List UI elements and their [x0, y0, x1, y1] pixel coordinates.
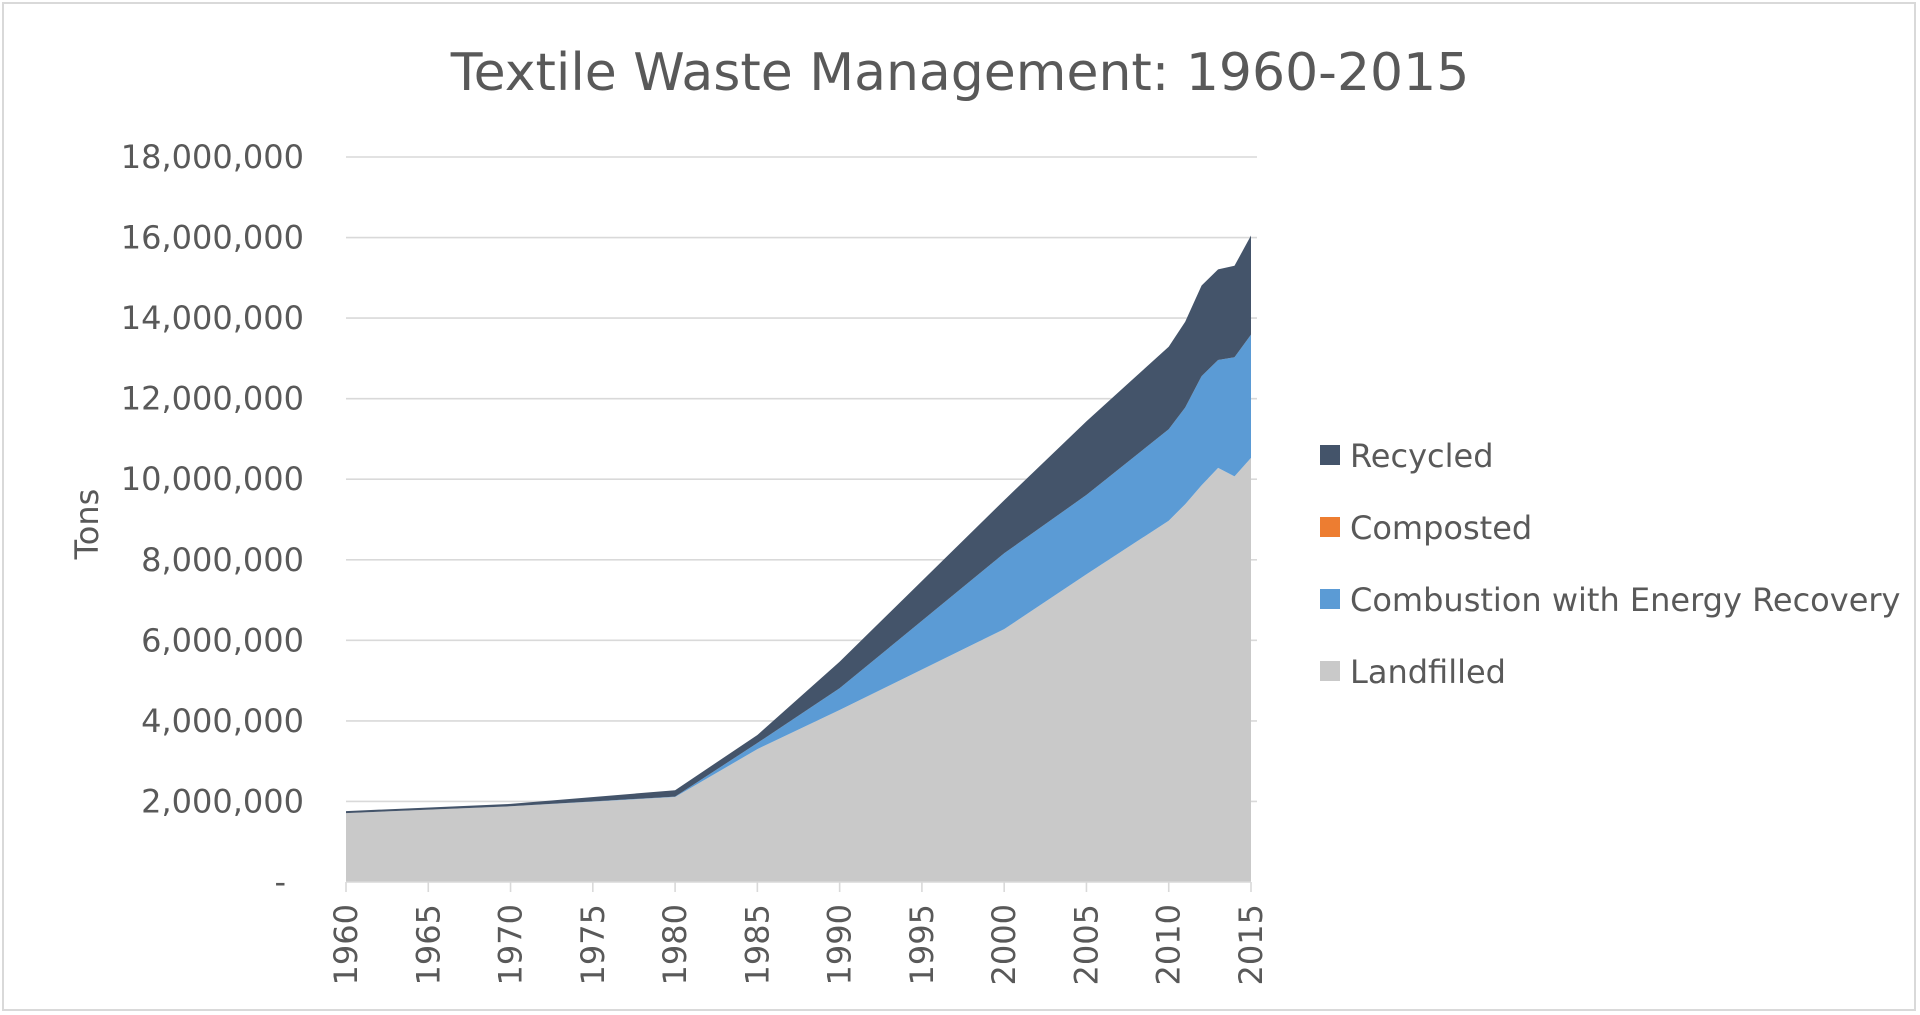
x-tick-label: 1985 — [738, 904, 776, 985]
x-tick-label: 1975 — [574, 904, 612, 985]
plot-areas — [346, 235, 1251, 882]
y-axis-label: Tons — [68, 489, 106, 561]
x-tick-label: 1995 — [903, 904, 941, 985]
x-tick-label: 2010 — [1150, 904, 1188, 985]
y-tick-label: 14,000,000 — [121, 299, 304, 337]
legend-swatch-combustion-with-energy-recovery — [1320, 589, 1340, 609]
x-tick-label: 1960 — [327, 904, 365, 985]
legend-swatch-recycled — [1320, 445, 1340, 465]
y-tick-label: 4,000,000 — [141, 702, 304, 740]
x-tick-label: 2005 — [1068, 904, 1106, 985]
legend-swatch-composted — [1320, 517, 1340, 537]
y-tick-label: 6,000,000 — [141, 621, 304, 659]
legend-swatch-landfilled — [1320, 661, 1340, 681]
x-tick-label: 1970 — [492, 904, 530, 985]
legend-label-composted: Composted — [1350, 509, 1532, 547]
x-tick-label: 1965 — [409, 904, 447, 985]
x-tick-label: 2000 — [985, 904, 1023, 985]
gridlines — [346, 156, 1257, 803]
y-tick-label: 18,000,000 — [121, 138, 304, 176]
legend-label-recycled: Recycled — [1350, 437, 1494, 475]
legend-label-landfilled: Landfilled — [1350, 653, 1506, 691]
y-tick-label: - — [274, 863, 286, 901]
x-tick-label: 2015 — [1232, 904, 1270, 985]
y-tick-label: 16,000,000 — [121, 219, 304, 257]
chart-svg: Textile Waste Management: 1960-2015 - 2,0… — [68, 43, 1900, 985]
x-tick-label: 1980 — [656, 904, 694, 985]
legend: Recycled Composted Combustion with Energy … — [1320, 437, 1900, 691]
y-axis-ticks: - 2,000,000 4,000,000 6,000,000 8,000,000 10,… — [121, 138, 304, 901]
x-axis-ticks: 1960 1965 1970 1975 1980 1985 1990 1995 2000 2005… — [327, 881, 1270, 985]
y-tick-label: 2,000,000 — [141, 782, 304, 820]
legend-label-combustion-with-energy-recovery: Combustion with Energy Recovery — [1350, 581, 1900, 619]
area-combustion-with-energy-recovery — [346, 334, 1251, 814]
x-tick-label: 1990 — [821, 904, 859, 985]
y-tick-label: 8,000,000 — [141, 541, 304, 579]
chart-title: Textile Waste Management: 1960-2015 — [450, 43, 1470, 103]
y-tick-label: 10,000,000 — [121, 460, 304, 498]
area-landfilled — [346, 457, 1251, 882]
y-tick-label: 12,000,000 — [121, 380, 304, 418]
